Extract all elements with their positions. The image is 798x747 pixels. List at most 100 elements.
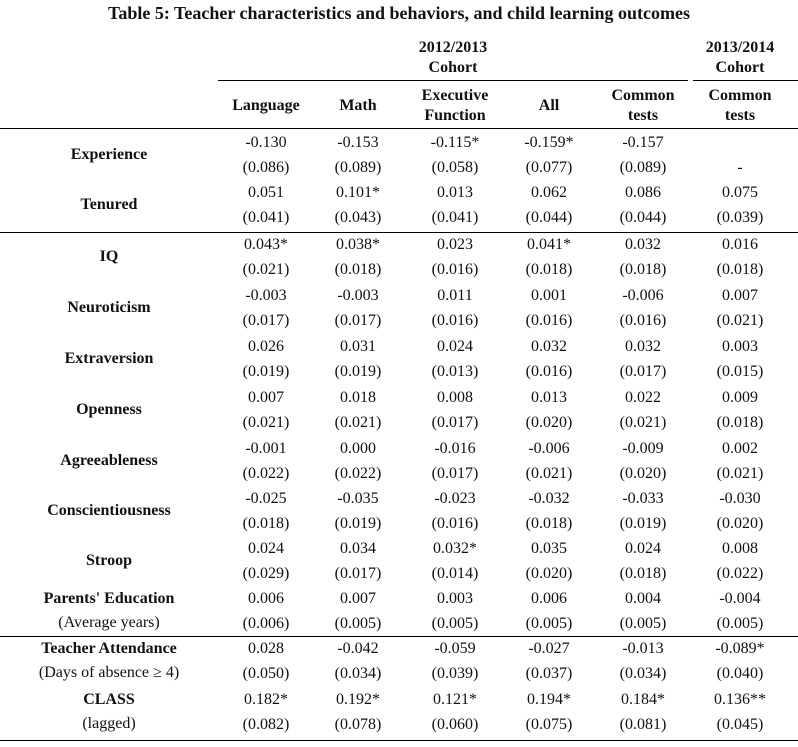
- row-sublabel: (lagged): [82, 715, 136, 732]
- coefficient-cell: -0.025: [245, 490, 287, 507]
- coefficient-cell: 0.028: [248, 640, 284, 657]
- std-error-cell: (0.017): [334, 312, 382, 329]
- coefficient-cell: -0.023: [434, 490, 476, 507]
- coefficient-cell: 0.018: [340, 389, 376, 406]
- coefficient-cell: 0.024: [248, 540, 284, 557]
- coefficient-cell: 0.032*: [433, 540, 477, 557]
- std-error-cell: (0.089): [619, 159, 667, 176]
- coefficient-cell: 0.007: [248, 389, 284, 406]
- row-label: Extraversion: [64, 350, 154, 367]
- std-error-cell: (0.078): [334, 716, 382, 733]
- std-error-cell: (0.043): [334, 209, 382, 226]
- coefficient-cell: -0.157: [622, 134, 664, 151]
- std-error-cell: (0.044): [525, 209, 573, 226]
- std-error-cell: (0.022): [242, 465, 290, 482]
- std-error-cell: (0.082): [242, 716, 290, 733]
- coefficient-cell: 0.101*: [336, 184, 380, 201]
- std-error-cell: (0.037): [525, 665, 573, 682]
- std-error-cell: (0.018): [525, 261, 573, 278]
- std-error-cell: (0.005): [619, 615, 667, 632]
- coefficient-cell: -0.159*: [524, 134, 574, 151]
- row-label: Stroop: [86, 552, 132, 569]
- coefficient-cell: 0.002: [722, 440, 758, 457]
- std-error-cell: (0.017): [334, 565, 382, 582]
- std-error-cell: (0.018): [334, 261, 382, 278]
- row-label: Conscientiousness: [47, 502, 171, 519]
- row-label: Agreeableness: [60, 452, 158, 469]
- std-error-cell: (0.005): [525, 615, 573, 632]
- coefficient-cell: 0.182*: [244, 691, 288, 708]
- std-error-cell: (0.016): [431, 261, 479, 278]
- std-error-cell: (0.005): [334, 615, 382, 632]
- std-error-cell: (0.020): [619, 465, 667, 482]
- coefficient-cell: 0.034: [340, 540, 376, 557]
- row-label: Tenured: [80, 196, 138, 213]
- coefficient-cell: [692, 131, 788, 155]
- coefficient-cell: 0.075: [722, 184, 758, 201]
- coefficient-cell: -0.035: [337, 490, 379, 507]
- std-error-cell: (0.020): [716, 515, 764, 532]
- column-header-all: All: [538, 97, 560, 114]
- coefficient-cell: -0.013: [622, 640, 664, 657]
- coefficient-cell: 0.031: [340, 338, 376, 355]
- std-error-cell: (0.022): [716, 565, 764, 582]
- std-error-cell: (0.016): [431, 312, 479, 329]
- std-error-cell: (0.089): [334, 159, 382, 176]
- std-error-cell: (0.021): [242, 414, 290, 431]
- coefficient-cell: 0.004: [625, 590, 661, 607]
- coefficient-cell: 0.043*: [244, 236, 288, 253]
- std-error-cell: (0.045): [716, 716, 764, 733]
- row-label: Teacher Attendance: [41, 640, 177, 657]
- coefficient-cell: 0.003: [722, 338, 758, 355]
- coefficient-cell: 0.006: [531, 590, 567, 607]
- coefficient-cell: -0.115*: [430, 134, 480, 151]
- coefficient-cell: -0.003: [337, 287, 379, 304]
- std-error-cell: (0.086): [242, 159, 290, 176]
- coefficient-cell: -0.001: [245, 440, 287, 457]
- coefficient-cell: 0.026: [248, 338, 284, 355]
- std-error-cell: (0.021): [525, 465, 573, 482]
- std-error-cell: (0.029): [242, 565, 290, 582]
- std-error-cell: (0.017): [619, 363, 667, 380]
- coefficient-cell: 0.011: [437, 287, 473, 304]
- row-label: CLASS: [83, 691, 135, 708]
- row-label: Openness: [76, 401, 142, 418]
- coefficient-cell: 0.035: [531, 540, 567, 557]
- std-error-cell: (0.018): [525, 515, 573, 532]
- coefficient-cell: -0.016: [434, 440, 476, 457]
- row-label: Parents' Education: [43, 590, 175, 607]
- std-error-cell: (0.017): [242, 312, 290, 329]
- coefficient-cell: -0.030: [719, 490, 761, 507]
- std-error-cell: (0.044): [619, 209, 667, 226]
- std-error-cell: (0.006): [242, 615, 290, 632]
- coefficient-cell: 0.000: [340, 440, 376, 457]
- coefficient-cell: 0.194*: [527, 691, 571, 708]
- std-error-cell: (0.019): [242, 363, 290, 380]
- rule-under-2013-cohort: [693, 80, 798, 81]
- coefficient-cell: 0.121*: [433, 691, 477, 708]
- std-error-cell: (0.018): [242, 515, 290, 532]
- std-error-cell: (0.041): [431, 209, 479, 226]
- std-error-cell: (0.018): [619, 565, 667, 582]
- coefficient-cell: 0.051: [248, 184, 284, 201]
- column-header-language: Language: [232, 97, 300, 114]
- coefficient-cell: 0.184*: [621, 691, 665, 708]
- coefficient-cell: -0.027: [528, 640, 570, 657]
- coefficient-cell: 0.041*: [527, 236, 571, 253]
- std-error-cell: (0.077): [525, 159, 573, 176]
- std-error-cell: (0.016): [525, 312, 573, 329]
- coefficient-cell: 0.032: [625, 338, 661, 355]
- std-error-cell: (0.019): [334, 515, 382, 532]
- coefficient-cell: 0.008: [722, 540, 758, 557]
- row-label: Experience: [70, 146, 148, 163]
- std-error-cell: (0.021): [334, 414, 382, 431]
- std-error-cell: (0.013): [431, 363, 479, 380]
- std-error-cell: (0.017): [431, 465, 479, 482]
- std-error-cell: (0.034): [334, 665, 382, 682]
- std-error-cell: (0.022): [334, 465, 382, 482]
- coefficient-cell: 0.024: [625, 540, 661, 557]
- column-header-common-tests-2013: Common tests: [708, 87, 772, 124]
- std-error-cell: (0.016): [431, 515, 479, 532]
- coefficient-cell: -0.009: [622, 440, 664, 457]
- coefficient-cell: 0.062: [531, 184, 567, 201]
